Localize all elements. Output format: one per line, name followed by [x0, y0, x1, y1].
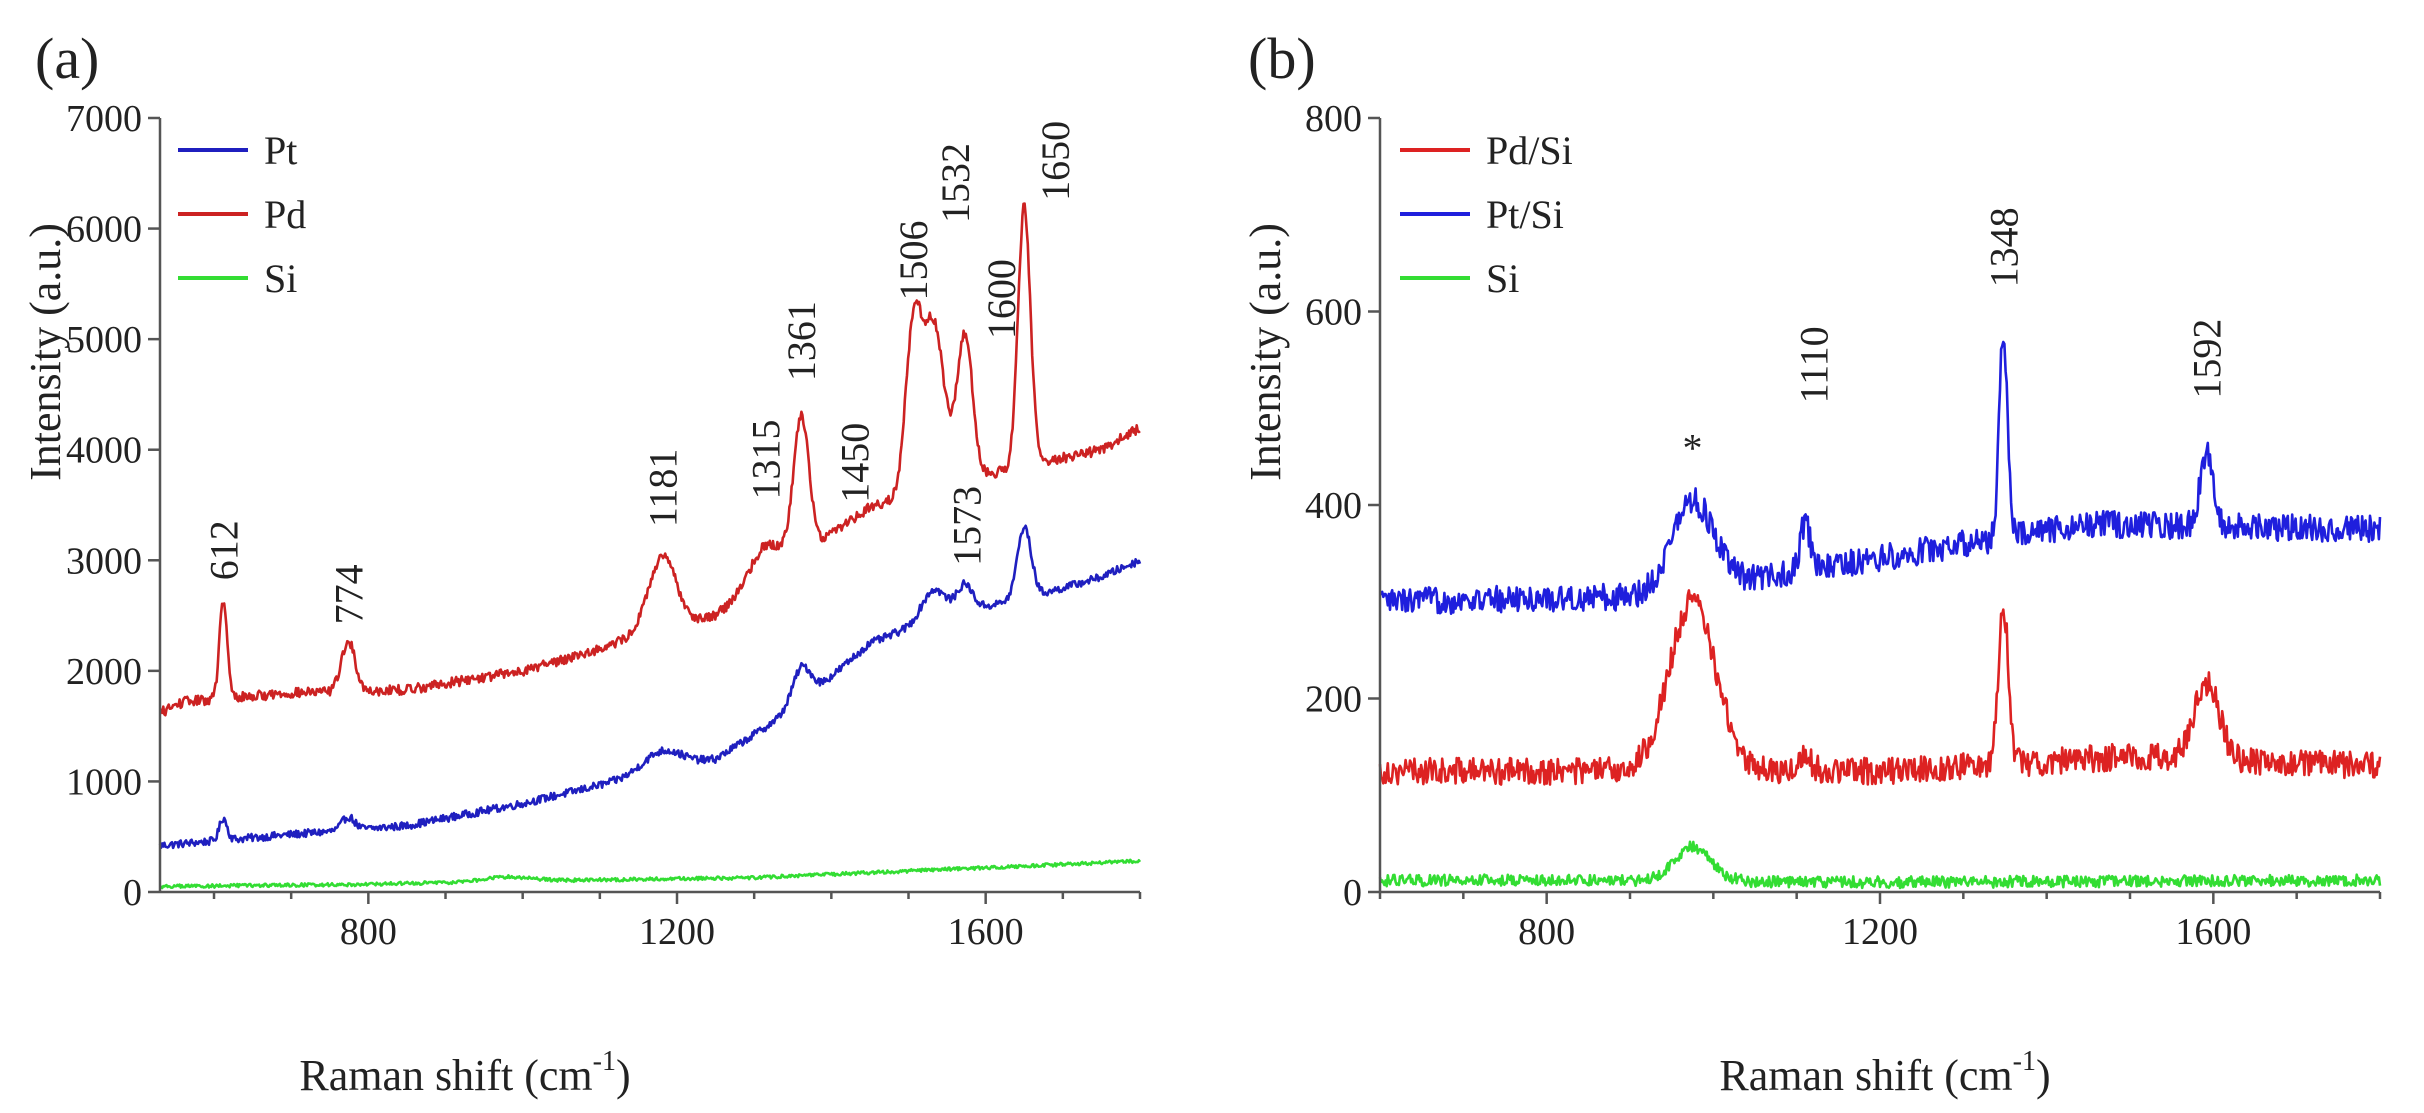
- axes-frame-a: [158, 118, 1140, 894]
- panel-label-b: (b): [1248, 26, 1316, 91]
- chart-panel-a: (a) Intensity (a.u.) Raman shift (cm-1) …: [21, 26, 1142, 1100]
- y-tick-label: 2000: [66, 651, 142, 693]
- peak-label: 1600: [979, 259, 1024, 339]
- annotations-b: * 1110 1348 1592: [1683, 207, 2230, 470]
- legend-label: Pt/Si: [1486, 192, 1564, 237]
- peak-label: *: [1683, 425, 1703, 470]
- series-line-pt-si: [1378, 340, 2382, 615]
- y-tick-label: 5000: [66, 319, 142, 361]
- x-axis-title-b-main: Raman shift (cm: [1719, 1051, 2012, 1100]
- legend-label: Pd: [264, 192, 306, 237]
- series-line-si: [1378, 840, 2382, 890]
- axes-frame-b: [1378, 118, 2380, 894]
- x-tick-label: 800: [340, 911, 397, 953]
- traces-b: [1378, 340, 2382, 890]
- peak-label: 774: [326, 564, 371, 624]
- x-axis-title-a-sup: -1: [593, 1046, 616, 1077]
- legend-label: Si: [1486, 256, 1519, 301]
- y-tick-label: 800: [1305, 98, 1362, 140]
- panel-label-a: (a): [35, 26, 99, 91]
- legend-label: Pd/Si: [1486, 128, 1573, 173]
- y-tick-label: 200: [1305, 679, 1362, 721]
- peak-label: 1181: [640, 449, 685, 528]
- peak-label: 1573: [944, 486, 989, 566]
- x-axis-title-b: Raman shift (cm-1): [1719, 1046, 2050, 1100]
- x-axis-title-a-close: ): [616, 1051, 631, 1100]
- peak-label: 1348: [1981, 207, 2026, 287]
- legend-b: Pd/Si Pt/Si Si: [1400, 128, 1573, 301]
- y-tick-label: 7000: [66, 98, 142, 140]
- y-axis-title-a: Intensity (a.u.): [21, 223, 70, 481]
- x-tick-label: 1200: [1842, 911, 1918, 953]
- y-tick-label: 6000: [66, 209, 142, 251]
- y-tick-label: 400: [1305, 485, 1362, 527]
- ticks-b: 0 200 400 600 800 800 1200 1600: [1305, 98, 2382, 953]
- series-line-pt: [158, 524, 1142, 850]
- peak-label: 1650: [1033, 121, 1078, 201]
- peak-label: 1592: [2185, 319, 2230, 399]
- peak-label: 1506: [891, 220, 936, 300]
- y-tick-label: 0: [1343, 872, 1362, 914]
- chart-panel-b: (b) Intensity (a.u.) Raman shift (cm-1) …: [1241, 26, 2382, 1100]
- legend-label: Si: [264, 256, 297, 301]
- x-tick-label: 1600: [2175, 911, 2251, 953]
- y-tick-label: 4000: [66, 430, 142, 472]
- traces-a: [158, 202, 1142, 890]
- y-tick-label: 1000: [66, 761, 142, 803]
- series-line-pd-si: [1378, 589, 2382, 786]
- peak-label: 1361: [779, 301, 824, 381]
- x-axis-title-a: Raman shift (cm-1): [299, 1046, 630, 1100]
- series-line-si: [158, 858, 1142, 890]
- peak-label: 1110: [1791, 326, 1836, 403]
- x-axis-title-b-sup: -1: [2013, 1046, 2036, 1077]
- x-tick-label: 800: [1518, 911, 1575, 953]
- peak-label: 1532: [933, 143, 978, 223]
- x-tick-label: 1600: [948, 911, 1024, 953]
- x-axis-title-b-close: ): [2036, 1051, 2051, 1100]
- series-line-pd: [159, 202, 1141, 717]
- x-tick-label: 1200: [639, 911, 715, 953]
- peak-label: 1315: [744, 419, 789, 499]
- legend-label: Pt: [264, 128, 297, 173]
- y-tick-label: 600: [1305, 292, 1362, 334]
- y-tick-label: 0: [123, 872, 142, 914]
- ticks-a: 0 1000 2000 3000 4000 5000 6000 7000 800 1200 1600: [66, 98, 1142, 953]
- y-tick-label: 3000: [66, 540, 142, 582]
- peak-label: 612: [201, 520, 246, 580]
- y-axis-title-b: Intensity (a.u.): [1241, 223, 1290, 481]
- peak-label: 1450: [832, 423, 877, 503]
- legend-a: Pt Pd Si: [178, 128, 306, 301]
- x-axis-title-a-main: Raman shift (cm: [299, 1051, 592, 1100]
